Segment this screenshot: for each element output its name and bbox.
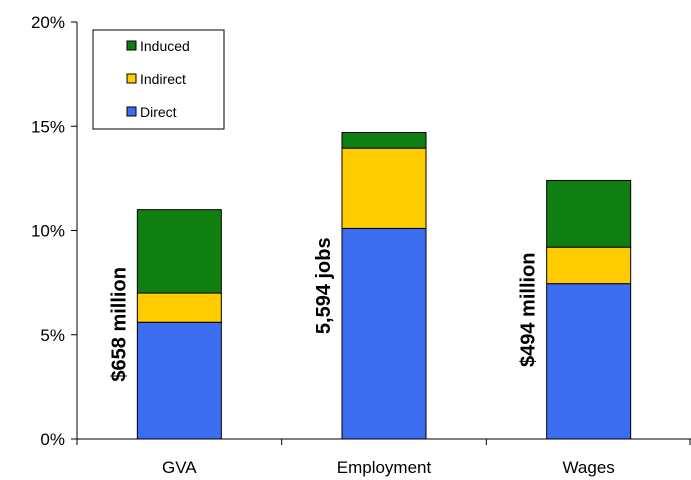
x-tick-label: GVA <box>162 458 197 477</box>
bar-annotation: $658 million <box>108 267 130 382</box>
bar-wages-indirect <box>546 246 632 285</box>
y-tick-label: 0% <box>40 430 65 449</box>
y-tick-label: 15% <box>31 117 65 136</box>
legend-label-direct: Direct <box>140 104 177 120</box>
bars-group <box>136 132 632 440</box>
bar-gva-direct <box>136 321 222 440</box>
bar-employment-induced <box>341 132 427 149</box>
x-labels-group: GVA Employment Wages <box>162 458 615 477</box>
x-tick-label: Wages <box>563 458 615 477</box>
x-tick-label: Employment <box>337 458 432 477</box>
annotations-group: $658 million 5,594 jobs $494 million <box>108 237 539 381</box>
legend-swatch-indirect <box>126 73 137 84</box>
legend-label-indirect: Indirect <box>140 71 186 87</box>
bar-annotation: 5,594 jobs <box>313 237 335 334</box>
y-tick-label: 20% <box>31 13 65 32</box>
legend: Induced Indirect Direct <box>92 29 225 130</box>
bar-employment-direct <box>341 227 427 440</box>
bar-wages-induced <box>546 179 632 248</box>
legend-label-induced: Induced <box>140 38 190 54</box>
bar-employment-indirect <box>341 147 427 229</box>
y-tick-label: 5% <box>40 326 65 345</box>
bar-wages-direct <box>546 283 632 440</box>
y-tick-label: 10% <box>31 222 65 241</box>
legend-box <box>92 29 225 130</box>
bar-gva-induced <box>136 209 222 294</box>
bar-gva-indirect <box>136 292 222 323</box>
y-ticks-group: 0% 5% 10% 15% 20% <box>31 13 77 449</box>
legend-swatch-induced <box>126 40 137 51</box>
legend-swatch-direct <box>126 106 137 117</box>
bar-annotation: $494 million <box>518 252 540 367</box>
